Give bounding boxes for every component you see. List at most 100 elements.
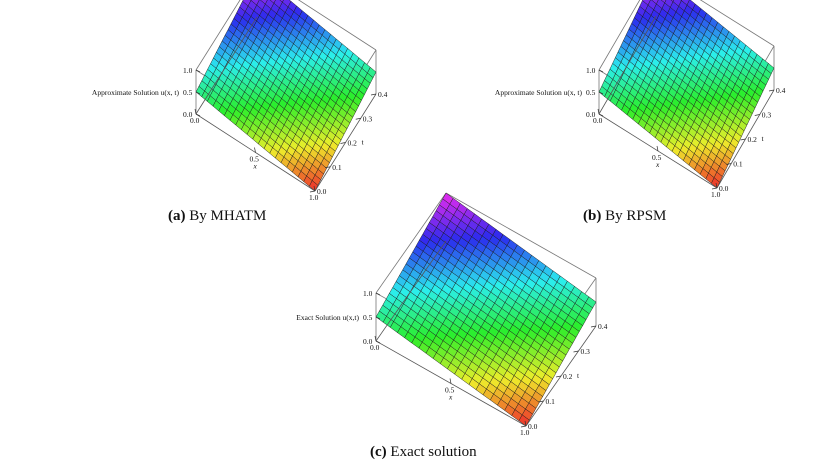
t-tick-mark [573, 350, 579, 353]
z-tick-mark [195, 69, 201, 73]
axis-edge-2 [375, 240, 447, 342]
x-axis-label: x [448, 393, 453, 402]
t-tick-label: 0.1 [546, 397, 556, 406]
x-tick-label: 1.0 [711, 190, 721, 199]
surface-mesh [195, 0, 377, 192]
t-tick-mark [309, 190, 316, 193]
x-tick-mark [524, 420, 527, 427]
t-tick-label: 0.3 [762, 111, 772, 120]
z-tick-label: 0.0 [586, 110, 596, 119]
t-tick-label: 0.3 [581, 347, 591, 356]
x-tick-label: 1.0 [309, 193, 319, 202]
z-axis-label: Approximate Solution u(x, t) [92, 88, 180, 97]
z-tick-mark [375, 292, 381, 296]
t-tick-label: 0.0 [719, 184, 729, 193]
surface-plot-3: 0.0 0.5 1.0 x 0.0 0.1 0.2 0.3 0.4 t 0.0 0.5 1.0 Exact… [296, 192, 608, 437]
caption-b-tag: (b) [583, 208, 602, 224]
caption-b: (b) By RPSM [583, 208, 666, 225]
caption-a-text: By MHATM [189, 208, 267, 224]
caption-a-tag: (a) [168, 208, 186, 224]
t-tick-mark [726, 163, 732, 165]
x-axis-label: x [655, 160, 660, 169]
caption-c-text: Exact solution [390, 444, 477, 460]
t-tick-label: 0.4 [776, 86, 786, 95]
caption-c-tag: (c) [370, 444, 387, 460]
t-tick-label: 0.1 [733, 160, 743, 169]
z-tick-mark [195, 113, 201, 117]
x-tick-mark [254, 147, 256, 153]
t-tick-label: 0.3 [363, 114, 373, 123]
z-tick-mark [375, 316, 381, 320]
caption-b-text: By RPSM [605, 208, 667, 224]
t-tick-label: 0.4 [598, 322, 608, 331]
z-tick-label: 0.5 [586, 88, 596, 97]
z-tick-mark [598, 113, 604, 117]
t-tick-mark [768, 89, 775, 92]
x-tick-mark [194, 108, 197, 115]
box-edge-1 [375, 192, 447, 294]
t-tick-mark [590, 325, 597, 328]
z-axis-label: Exact Solution u(x,t) [296, 313, 359, 322]
caption-a: (a) By MHATM [168, 208, 266, 225]
t-tick-mark [740, 138, 746, 141]
x-tick-label: 0.5 [250, 155, 260, 164]
t-tick-label: 0.0 [317, 187, 327, 196]
t-tick-mark [754, 114, 760, 116]
t-tick-label: 0.2 [348, 139, 358, 148]
z-tick-label: 0.0 [363, 337, 373, 346]
t-tick-mark [325, 166, 331, 169]
t-tick-label: 0.4 [378, 90, 388, 99]
surface-mesh [375, 192, 597, 427]
t-tick-label: 0.0 [528, 422, 538, 431]
x-tick-label: 1.0 [520, 428, 530, 437]
box-edge-2 [297, 0, 377, 51]
t-tick-label: 0.1 [332, 163, 342, 172]
x-tick-label: 0.0 [190, 116, 200, 125]
box-edge-1 [598, 0, 641, 71]
x-tick-mark [715, 182, 718, 189]
t-tick-mark [555, 375, 562, 378]
z-tick-label: 1.0 [586, 66, 596, 75]
x-tick-mark [449, 378, 452, 384]
x-tick-mark [656, 145, 659, 152]
axis-edge-2 [195, 16, 258, 115]
z-tick-mark [375, 340, 381, 344]
t-tick-label: 0.2 [748, 135, 758, 144]
z-tick-label: 0.0 [183, 110, 193, 119]
t-tick-label: 0.2 [563, 372, 573, 381]
x-tick-label: 0.5 [652, 153, 662, 162]
x-tick-label: 0.0 [370, 343, 380, 352]
t-tick-mark [520, 425, 527, 428]
z-tick-label: 1.0 [183, 66, 193, 75]
surface-plot-2: 0.0 0.5 1.0 x 0.0 0.1 0.2 0.3 0.4 t 0.0 0.5 1.0 Appro… [495, 0, 786, 199]
x-tick-mark [597, 108, 600, 115]
t-axis-label: t [577, 371, 580, 380]
t-tick-mark [355, 117, 361, 120]
x-tick-label: 0.5 [445, 386, 455, 395]
x-tick-label: 0.0 [593, 116, 603, 125]
t-axis-label: t [762, 134, 765, 143]
z-tick-mark [598, 69, 604, 73]
surface-mesh [598, 0, 775, 189]
t-tick-mark [711, 187, 718, 190]
caption-c: (c) Exact solution [370, 444, 477, 461]
t-tick-mark [340, 142, 346, 144]
box-edge-2 [445, 192, 597, 279]
box-edge-2 [699, 0, 775, 47]
axis-edge-2 [598, 15, 657, 115]
x-tick-mark [374, 335, 377, 342]
t-tick-mark [538, 400, 544, 403]
z-tick-mark [598, 91, 604, 95]
z-tick-label: 0.5 [363, 313, 373, 322]
t-tick-mark [370, 93, 377, 96]
z-tick-label: 0.5 [183, 88, 193, 97]
z-axis-label: Approximate Solution u(x, t) [495, 88, 583, 97]
box-edge-1 [195, 0, 241, 71]
t-axis-label: t [362, 138, 365, 147]
x-axis-label: x [253, 162, 258, 171]
z-tick-mark [195, 91, 201, 95]
x-tick-mark [313, 185, 316, 192]
z-tick-label: 1.0 [363, 289, 373, 298]
surface-plot-1: 0.0 0.5 1.0 x 0.0 0.1 0.2 0.3 0.4 t 0.0 0.5 1.0 Appro… [92, 0, 388, 202]
